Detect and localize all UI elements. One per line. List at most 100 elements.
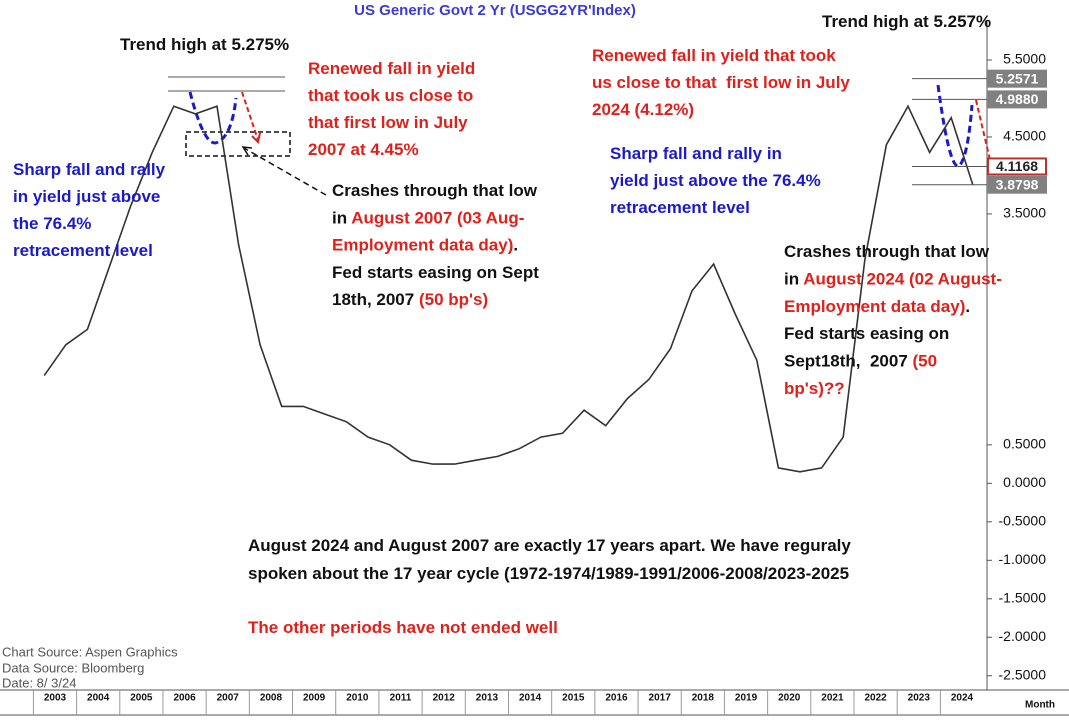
annotation-line: yield just above the 76.4% (610, 171, 821, 190)
annotation-text: Crashes through that low (784, 242, 990, 261)
y-tick-label: 0.0000 (1003, 474, 1046, 490)
annotation-text: . (513, 236, 518, 255)
price-tag-label: 3.8798 (996, 176, 1039, 192)
annotation-text: Trend high at 5.275% (120, 35, 289, 54)
annotation-text: . (965, 297, 970, 316)
x-tick-label: 2020 (778, 693, 801, 704)
y-tick-label: 0.5000 (1003, 436, 1046, 452)
annotation-text: Fed starts easing on Sept (332, 263, 539, 282)
price-tag (987, 175, 1047, 194)
x-tick-label: 2008 (260, 693, 283, 704)
annotation-text: Trend high at 5.257% (822, 12, 991, 31)
annotation-line: retracement level (13, 241, 153, 260)
annotation-text: bp's)?? (784, 379, 845, 398)
price-tag (987, 90, 1047, 109)
annotation-text: August 2024 (02 August- (803, 270, 1002, 289)
annotation-text: (50 (913, 352, 938, 371)
annotation-line: bp's)?? (784, 379, 845, 398)
annotation-line: Crashes through that low (332, 181, 538, 200)
annotation-text: Employment data day) (332, 236, 513, 255)
x-tick-label: 2011 (390, 693, 412, 704)
y-tick-label: -1.0000 (999, 551, 1047, 567)
x-tick-label: 2003 (44, 693, 67, 704)
arrow-head (251, 132, 261, 144)
annotation-line: in August 2024 (02 August- (784, 270, 1002, 289)
arrow-head (241, 146, 253, 156)
annotation-text: Sept18th, 2007 (784, 352, 913, 371)
x-tick-label: 2023 (908, 693, 931, 704)
dashed-box (185, 131, 291, 157)
annotation-text: yield just above the 76.4% (610, 171, 821, 190)
annotation-line: Trend high at 5.275% (120, 35, 289, 54)
black-dashed-arrow (243, 147, 327, 196)
annotation-line: that took us close to (308, 86, 473, 105)
x-tick-label: 2014 (519, 693, 542, 704)
annotation-line: in August 2007 (03 Aug- (332, 209, 524, 228)
x-tick-label: 2009 (303, 693, 326, 704)
blue-dashed-curve (188, 91, 238, 145)
source-text: Chart Source: Aspen Graphics (2, 644, 178, 659)
x-tick-label: 2013 (476, 693, 499, 704)
annotation-line: 18th, 2007 (50 bp's) (332, 291, 488, 310)
annotation-line: spoken about the 17 year cycle (1972-197… (248, 564, 849, 583)
annotation-line: Fed starts easing on Sept (332, 263, 539, 282)
chart-title: US Generic Govt 2 Yr (USGG2YR'Index) (354, 2, 636, 19)
red-dashed-arrow (975, 99, 991, 161)
price-tag (987, 69, 1047, 88)
annotation-line: us close to that first low in July (592, 73, 850, 92)
annotation-text: Employment data day) (784, 297, 965, 316)
red-dashed-arrow (241, 91, 259, 141)
annotation-line: Employment data day). (332, 236, 518, 255)
x-tick-label: 2019 (735, 693, 758, 704)
x-tick-label: 2017 (649, 693, 672, 704)
annotation-text: Renewed fall in yield (308, 59, 475, 78)
x-tick-label: 2018 (692, 693, 715, 704)
annotation-text: that first low in July (308, 113, 468, 132)
y-tick-label: 5.5000 (1003, 51, 1046, 67)
price-tag-label: 4.9880 (996, 91, 1039, 107)
x-tick-label: 2005 (130, 693, 153, 704)
annotation-text: in yield just above (13, 187, 160, 206)
annotation-text: us close to that first low in July (592, 73, 850, 92)
x-tick-label: 2004 (87, 693, 110, 704)
annotation-line: Trend high at 5.257% (822, 12, 991, 31)
annotation-line: Sharp fall and rally in (610, 144, 782, 163)
annotation-text: August 2024 and August 2007 are exactly … (248, 536, 851, 555)
annotation-text: the 76.4% (13, 214, 91, 233)
x-tick-label: 2022 (864, 693, 887, 704)
annotation-line: retracement level (610, 198, 750, 217)
annotation-line: Sharp fall and rally (13, 160, 166, 179)
x-tick-label: 2024 (951, 693, 974, 704)
x-tick-label: 2016 (605, 693, 628, 704)
annotation-text: retracement level (610, 198, 750, 217)
annotation-text: Fed starts easing on (784, 325, 949, 344)
x-tick-label: 2010 (346, 693, 369, 704)
x-tick-label: 2015 (562, 693, 585, 704)
yield-line (43, 104, 974, 473)
annotation-line: The other periods have not ended well (248, 618, 558, 637)
annotation-line: 2024 (4.12%) (592, 100, 694, 119)
y-tick-label: 4.5000 (1003, 128, 1046, 144)
annotation-line: Crashes through that low (784, 242, 990, 261)
source-text: Date: 8/ 3/24 (2, 675, 76, 690)
annotation-line: that first low in July (308, 113, 468, 132)
annotation-line: August 2024 and August 2007 are exactly … (248, 536, 851, 555)
annotation-line: the 76.4% (13, 214, 91, 233)
annotation-text: Sharp fall and rally in (610, 144, 782, 163)
price-tag (987, 157, 1047, 176)
source-text: Data Source: Bloomberg (2, 660, 144, 675)
y-tick-label: 3.5000 (1003, 205, 1046, 221)
annotation-text: August 2007 (03 Aug- (351, 209, 524, 228)
annotation-line: Sept18th, 2007 (50 (784, 352, 937, 371)
annotation-text: that took us close to (308, 86, 473, 105)
annotation-line: Renewed fall in yield (308, 59, 475, 78)
annotation-text: 2024 (4.12%) (592, 100, 694, 119)
annotation-text: The other periods have not ended well (248, 618, 558, 637)
annotation-line: 2007 at 4.45% (308, 140, 419, 159)
annotation-text: Sharp fall and rally (13, 160, 166, 179)
annotation-text: in (784, 270, 803, 289)
y-tick-label: -2.5000 (999, 666, 1047, 682)
